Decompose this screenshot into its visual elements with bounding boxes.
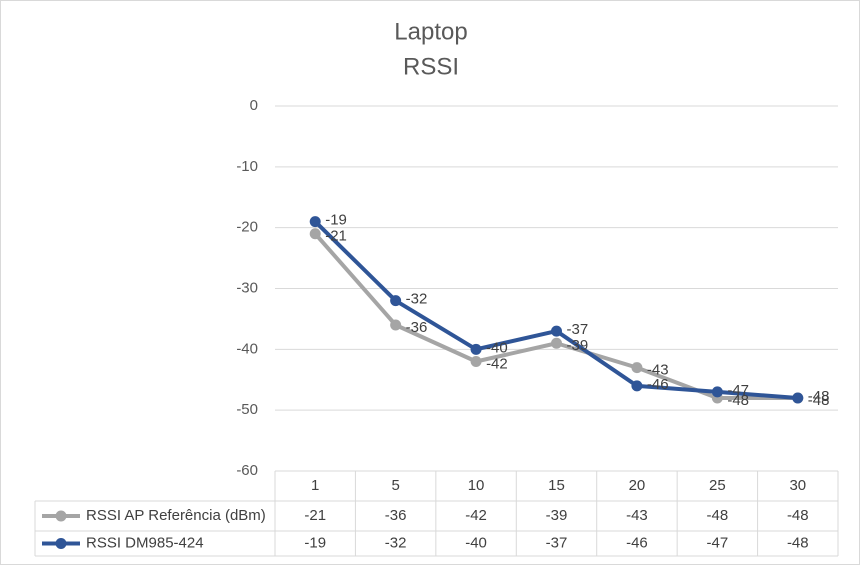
point	[390, 295, 402, 307]
point	[309, 216, 321, 228]
table-value: -43	[626, 507, 648, 524]
data-label: -43	[647, 362, 669, 379]
y-tick-label: -30	[236, 279, 258, 296]
point	[470, 356, 482, 367]
legend-marker	[55, 510, 67, 522]
table-value: -42	[465, 507, 487, 524]
point	[631, 362, 643, 374]
table-value: -47	[707, 534, 729, 551]
y-tick-label: 0	[250, 97, 258, 114]
data-label: -32	[406, 291, 428, 308]
point	[792, 392, 804, 404]
y-tick-label: -60	[236, 462, 258, 479]
table-value: -48	[787, 507, 809, 524]
table-value: -37	[546, 534, 568, 551]
point	[551, 325, 562, 337]
legend-label: RSSI AP Referência (dBm)	[86, 507, 266, 524]
point	[551, 337, 562, 349]
data-label: -40	[486, 339, 508, 356]
table-value: -46	[626, 534, 648, 551]
data-label: -42	[486, 355, 508, 372]
data-label: -37	[567, 321, 589, 338]
data-label: -46	[647, 376, 669, 393]
x-tick-label: 5	[391, 477, 399, 494]
x-tick-label: 30	[789, 477, 806, 494]
table-value: -40	[465, 534, 487, 551]
y-tick-label: -50	[236, 401, 258, 418]
legend-label: RSSI DM985-424	[86, 534, 204, 551]
data-label: -21	[325, 228, 347, 245]
point	[390, 319, 402, 331]
data-label: -48	[808, 388, 830, 405]
data-label: -39	[567, 337, 589, 354]
chart-subtitle: RSSI	[403, 53, 459, 80]
data-label: -48	[808, 392, 830, 409]
data-label: -48	[727, 392, 749, 409]
table-value: -48	[787, 534, 809, 551]
x-tick-label: 10	[468, 477, 485, 494]
legend-marker	[55, 538, 67, 549]
point	[470, 343, 482, 355]
point	[711, 386, 723, 398]
data-label: -36	[406, 319, 428, 336]
point	[631, 380, 643, 392]
y-tick-label: -40	[236, 340, 258, 357]
table-value: -21	[304, 507, 326, 524]
y-tick-label: -20	[236, 219, 258, 236]
table-value: -36	[385, 507, 407, 524]
point	[309, 228, 321, 240]
x-tick-label: 20	[629, 477, 646, 494]
data-label: -47	[727, 382, 749, 399]
table-value: -32	[385, 534, 407, 551]
x-tick-label: 25	[709, 477, 726, 494]
data-label: -19	[325, 212, 347, 229]
table-value: -48	[707, 507, 729, 524]
chart-title: Laptop	[394, 18, 467, 45]
table-value: -19	[304, 534, 326, 551]
y-tick-label: -10	[236, 158, 258, 175]
x-tick-label: 1	[311, 477, 319, 494]
x-tick-label: 15	[548, 477, 565, 494]
table-value: -39	[546, 507, 568, 524]
